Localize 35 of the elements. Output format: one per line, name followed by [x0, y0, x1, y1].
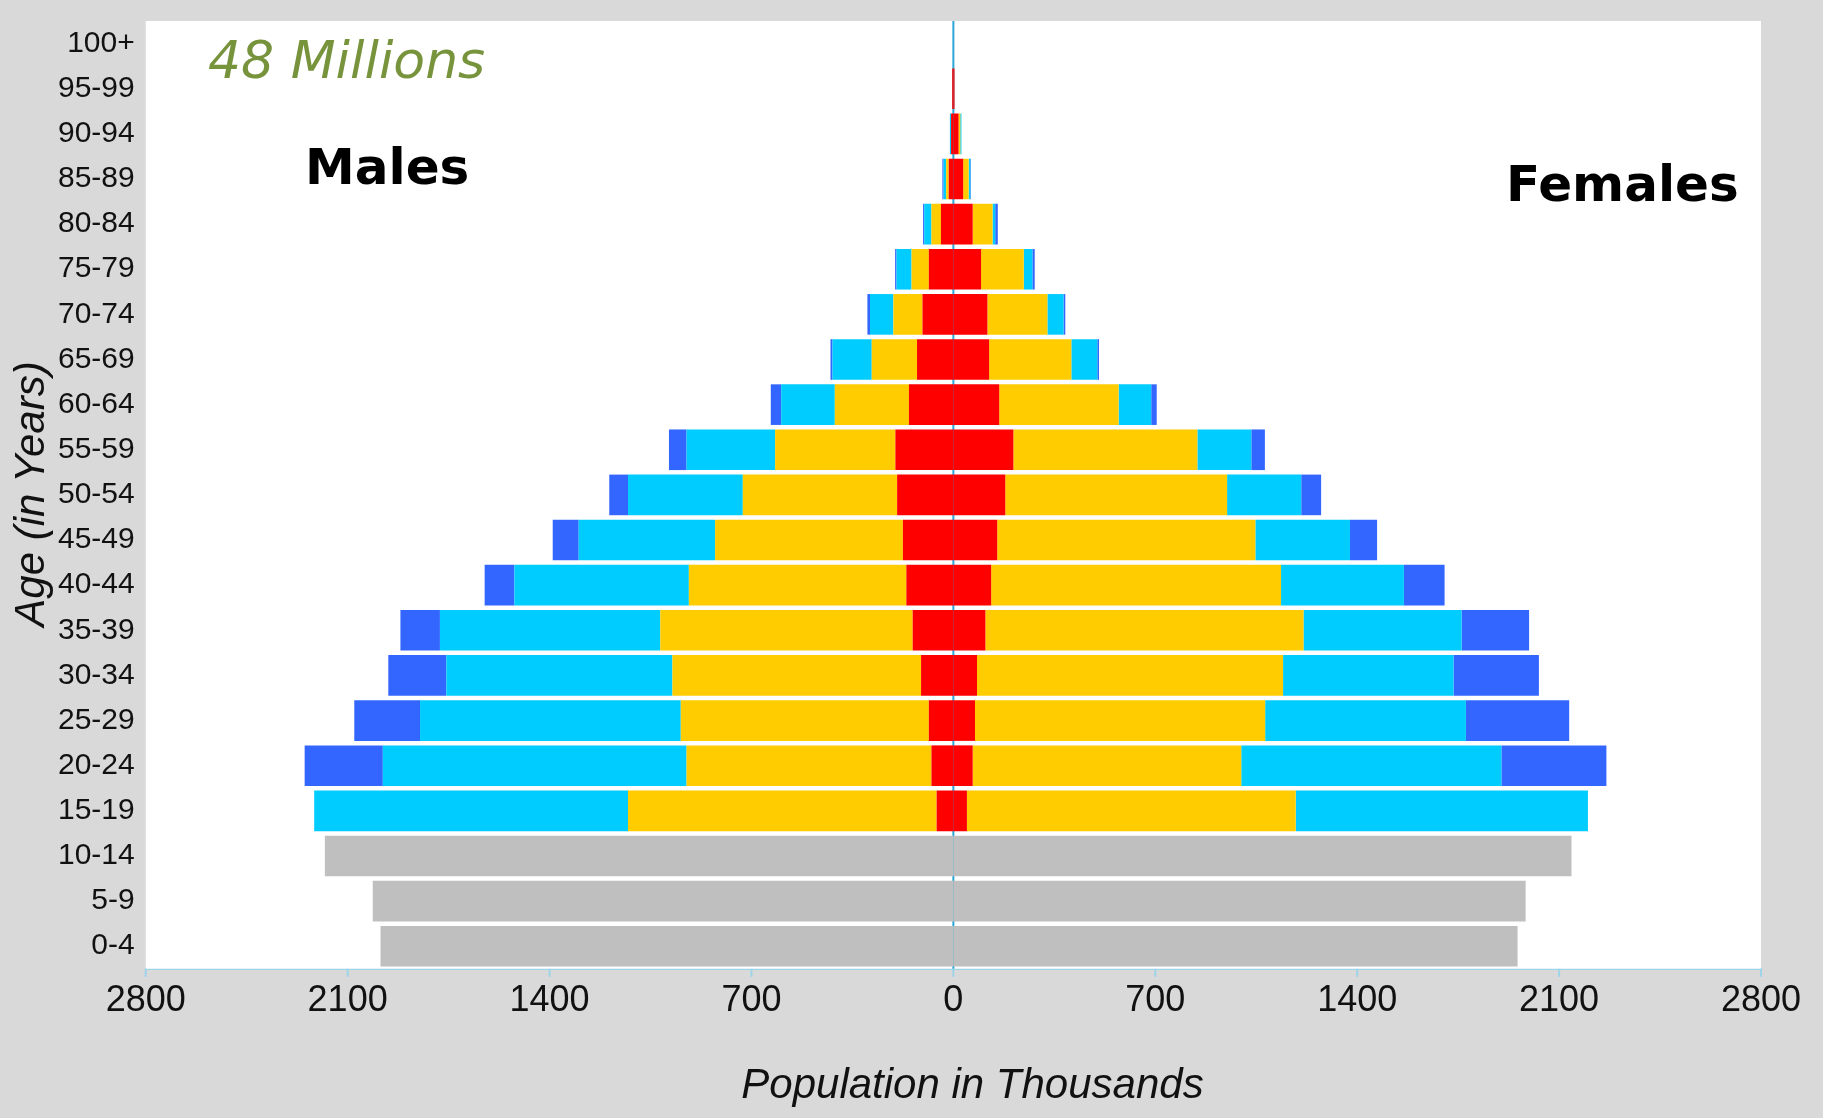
- y-tick-label: 75-79: [57, 250, 135, 284]
- x-axis-title: Population in Thousands: [740, 1060, 1205, 1108]
- y-tick-label: 5-9: [91, 882, 135, 916]
- y-tick-label: 25-29: [57, 701, 135, 735]
- y-axis-title: Age (in Years): [6, 360, 54, 631]
- y-tick-label: 15-19: [57, 792, 135, 826]
- annotation: Males: [305, 138, 470, 196]
- y-tick-label: 100+: [67, 24, 135, 58]
- annotation: Females: [1506, 155, 1739, 213]
- x-tick-label: 2800: [1720, 978, 1802, 1020]
- y-tick-label: 60-64: [57, 385, 135, 419]
- y-tick-label: 55-59: [57, 431, 135, 465]
- y-tick-label: 40-44: [57, 566, 135, 600]
- y-tick-label: 80-84: [57, 205, 135, 239]
- y-tick-label: 0-4: [91, 927, 135, 961]
- x-tick-label: 2800: [105, 978, 186, 1020]
- y-tick-label: 90-94: [57, 115, 135, 149]
- x-tick-label: 0: [943, 978, 964, 1020]
- y-tick-label: 10-14: [57, 837, 135, 871]
- y-tick-label: 95-99: [57, 69, 135, 103]
- x-tick-label: 1400: [509, 978, 590, 1020]
- y-tick-label: 20-24: [57, 746, 135, 780]
- x-tick-label: 2100: [307, 978, 388, 1020]
- x-tick-label: 700: [721, 978, 782, 1020]
- y-tick-label: 50-54: [57, 476, 135, 510]
- x-tick-label: 1400: [1317, 978, 1398, 1020]
- annotation: 48 Millions: [208, 30, 486, 90]
- y-tick-label: 70-74: [57, 295, 135, 329]
- y-tick-label: 30-34: [57, 656, 135, 690]
- x-tick-label: 2100: [1519, 978, 1600, 1020]
- y-tick-label: 45-49: [57, 521, 135, 555]
- y-tick-label: 35-39: [57, 611, 135, 645]
- x-tick-label: 700: [1125, 978, 1186, 1020]
- y-tick-label: 65-69: [57, 340, 135, 374]
- y-tick-label: 85-89: [57, 160, 135, 194]
